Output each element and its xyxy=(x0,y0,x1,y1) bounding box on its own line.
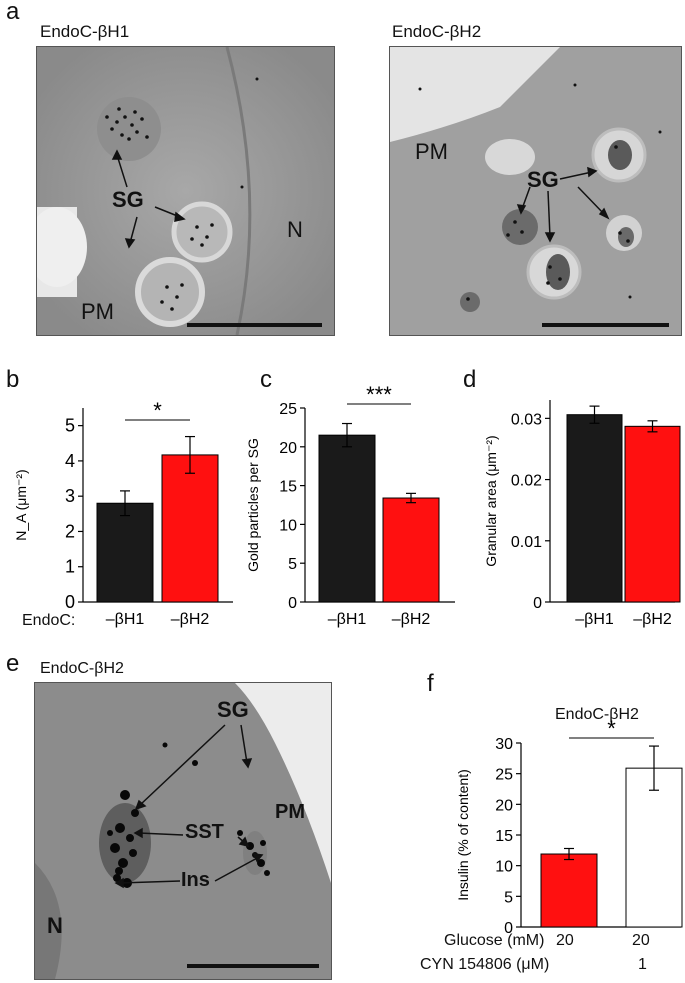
scale-bar-a1 xyxy=(187,323,322,327)
y-tick-label: 0 xyxy=(288,595,297,612)
y-axis-label: Gold particles per SG xyxy=(245,438,261,572)
y-tick-label: 5 xyxy=(65,416,75,436)
bar xyxy=(318,434,376,603)
micrograph-texture-a1 xyxy=(37,47,334,335)
cyn-row-label: CYN 154806 (μM) xyxy=(420,956,550,973)
y-tick-label: 3 xyxy=(65,486,75,506)
panel-label-a: a xyxy=(6,0,20,25)
scale-bar-a2 xyxy=(542,323,669,327)
chart-f-title: EndoC-βH2 xyxy=(555,706,639,723)
panel-label-f: f xyxy=(427,670,434,697)
y-tick-label: 15 xyxy=(279,479,297,496)
y-tick-label: 0.01 xyxy=(511,534,542,551)
y-tick-label: 5 xyxy=(288,556,297,573)
endoc-row-label: EndoC: xyxy=(22,612,76,629)
x-tick-label: –βH1 xyxy=(575,611,614,628)
label-sst-e: SST xyxy=(185,821,224,843)
scale-bar-e xyxy=(187,964,319,968)
panel-label-b: b xyxy=(6,366,20,393)
y-tick-label: 30 xyxy=(495,736,513,753)
panel-label-c: c xyxy=(260,366,272,393)
micrograph-endoc-bh2-immuno: SG SST PM Ins N xyxy=(34,682,332,980)
y-axis-label: N_A (μm⁻²) xyxy=(13,469,29,540)
y-tick-label: 1 xyxy=(65,557,75,577)
label-n-e: N xyxy=(47,913,63,938)
glucose-row-label: Glucose (mM) xyxy=(444,932,545,949)
bar xyxy=(566,414,623,603)
bar xyxy=(96,502,154,603)
panel-label-e: e xyxy=(6,650,20,677)
label-sg-a2: SG xyxy=(527,167,559,192)
y-tick-label: 25 xyxy=(495,767,513,784)
label-pm-e: PM xyxy=(275,801,305,823)
y-tick-label: 0 xyxy=(65,592,75,612)
y-tick-label: 25 xyxy=(279,401,297,418)
y-axis-label: Insulin (% of content) xyxy=(455,769,471,901)
micrograph-texture-e xyxy=(35,683,331,979)
y-tick-label: 15 xyxy=(495,828,513,845)
x-tick-label: –βH2 xyxy=(633,611,672,628)
y-tick-label: 10 xyxy=(279,517,297,534)
label-sg-a1: SG xyxy=(112,187,144,212)
micrograph-title-a2: EndoC-βH2 xyxy=(392,22,482,41)
bar xyxy=(382,497,440,603)
label-pm-a2: PM xyxy=(415,139,448,164)
y-tick-label: 20 xyxy=(279,440,297,457)
chart-c: 0 5 10 15 20 25 Gold particles per SG –βH1 –βH2 *… xyxy=(245,382,455,628)
micrograph-title-a1: EndoC-βH1 xyxy=(40,22,130,41)
significance-marker: * xyxy=(607,720,616,741)
glucose-value-2: 20 xyxy=(632,932,650,949)
y-tick-label: 0 xyxy=(504,920,513,937)
x-tick-label: –βH1 xyxy=(106,611,145,628)
bar xyxy=(540,853,598,928)
micrograph-title-e: EndoC-βH2 xyxy=(40,660,124,677)
y-tick-label: 5 xyxy=(504,889,513,906)
x-tick-label: –βH2 xyxy=(392,611,431,628)
chart-d: 0 0.01 0.02 0.03 Granular area (μm⁻²) –βH1 –βH… xyxy=(483,400,681,628)
y-tick-label: 4 xyxy=(65,451,75,471)
y-tick-label: 10 xyxy=(495,859,513,876)
x-tick-label: –βH2 xyxy=(171,611,210,628)
bar xyxy=(625,767,683,928)
y-tick-label: 0.03 xyxy=(511,411,542,428)
label-sg-e: SG xyxy=(217,697,249,722)
micrograph-endoc-bh2: SG PM xyxy=(389,46,682,336)
bar xyxy=(624,425,681,603)
label-ins-e: Ins xyxy=(181,869,210,891)
micrograph-endoc-bh1: SG N PM xyxy=(36,46,335,336)
panel-label-d: d xyxy=(463,366,477,393)
glucose-value-1: 20 xyxy=(556,932,574,949)
chart-b: 0 1 2 3 4 5 N_A (μm⁻²) –βH1 –βH2 * xyxy=(13,398,233,628)
label-pm-a1: PM xyxy=(81,299,114,324)
cyn-value-2: 1 xyxy=(638,956,647,973)
y-axis-label: Granular area (μm⁻²) xyxy=(483,435,499,566)
micrograph-texture-a2 xyxy=(390,47,681,335)
significance-marker: * xyxy=(153,398,162,423)
y-tick-label: 0.02 xyxy=(511,473,542,490)
bar xyxy=(161,454,219,603)
x-tick-label: –βH1 xyxy=(328,611,367,628)
y-tick-label: 0 xyxy=(533,595,542,612)
label-n-a1: N xyxy=(287,217,303,242)
y-tick-label: 20 xyxy=(495,797,513,814)
y-tick-label: 2 xyxy=(65,521,75,541)
chart-f: 0 5 10 15 20 25 30 Insulin (% of content) * xyxy=(455,720,683,937)
significance-marker: *** xyxy=(366,382,392,407)
